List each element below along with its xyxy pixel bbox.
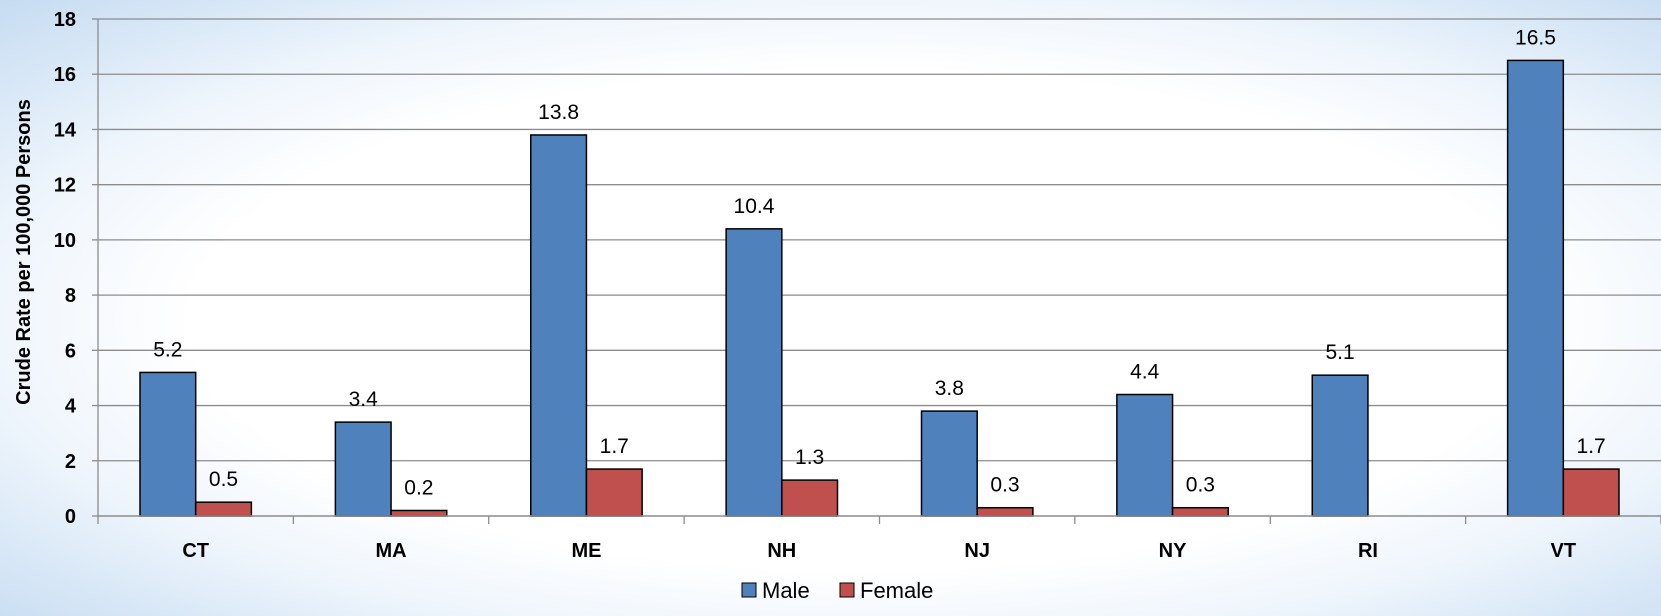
legend-swatch-female — [839, 582, 855, 598]
bar-female — [1562, 468, 1620, 517]
legend-swatch-male — [741, 582, 757, 598]
y-tick-label: 8 — [65, 285, 76, 307]
bar-male — [334, 421, 392, 517]
x-tick-label: NJ — [964, 540, 990, 562]
data-label: 13.8 — [538, 101, 579, 124]
legend: Male Female — [741, 578, 933, 603]
y-tick-label: 16 — [54, 64, 76, 86]
y-tick-label: 2 — [65, 451, 76, 473]
data-label: 16.5 — [1515, 26, 1556, 49]
data-label: 4.4 — [1130, 361, 1160, 384]
y-tick-label: 14 — [54, 119, 77, 141]
x-tick-label: VT — [1551, 540, 1577, 562]
y-tick-label: 18 — [54, 9, 76, 31]
y-axis-title: Crude Rate per 100,000 Persons — [13, 99, 35, 405]
bar-female — [585, 468, 643, 517]
y-tick-label: 4 — [65, 396, 77, 418]
bars: 5.2 0.5 3.4 0.2 13.8 1.7 10.4 1.3 3.8 0.3 4.4 0.3 5.… — [139, 26, 1620, 517]
data-label: 3.4 — [349, 388, 379, 411]
data-label: 1.3 — [795, 446, 824, 469]
x-tick-label: RI — [1358, 540, 1378, 562]
bar-male — [920, 410, 978, 517]
legend-label-male: Male — [762, 578, 810, 603]
data-label: 5.2 — [153, 338, 182, 361]
bar-male — [139, 371, 197, 517]
data-label: 0.5 — [209, 468, 238, 491]
bar-female — [781, 479, 839, 517]
x-tick-label: NH — [767, 540, 796, 562]
data-label: 5.1 — [1325, 341, 1354, 364]
x-tick-label: MA — [376, 540, 407, 562]
y-axis: 0 2 4 6 8 10 12 14 16 18 — [54, 9, 99, 528]
bar-female — [976, 506, 1034, 517]
bar-male — [1116, 393, 1174, 517]
bar-female — [194, 501, 253, 517]
x-tick-label: CT — [182, 540, 209, 562]
bar-male — [1506, 59, 1565, 517]
data-label: 1.7 — [600, 435, 629, 458]
x-axis: CT MA ME NH NJ NY RI VT — [97, 515, 1661, 562]
bar-female — [390, 509, 448, 517]
x-tick-label: ME — [571, 540, 601, 562]
bar-male — [1311, 374, 1369, 517]
y-tick-label: 0 — [65, 506, 76, 528]
y-tick-label: 10 — [54, 230, 76, 252]
gridlines — [98, 18, 1661, 462]
data-label: 3.8 — [935, 377, 964, 400]
x-tick-label: NY — [1159, 540, 1187, 562]
data-label: 10.4 — [734, 195, 775, 218]
data-label: 1.7 — [1577, 435, 1606, 458]
legend-label-female: Female — [860, 578, 933, 603]
data-label: 0.2 — [404, 476, 433, 499]
bar-male — [725, 228, 783, 517]
bar-male — [530, 134, 588, 517]
data-label: 0.3 — [1186, 474, 1215, 497]
data-label: 0.3 — [990, 474, 1019, 497]
bar-female — [1171, 506, 1229, 517]
y-tick-label: 6 — [65, 340, 76, 362]
y-tick-label: 12 — [54, 175, 76, 197]
